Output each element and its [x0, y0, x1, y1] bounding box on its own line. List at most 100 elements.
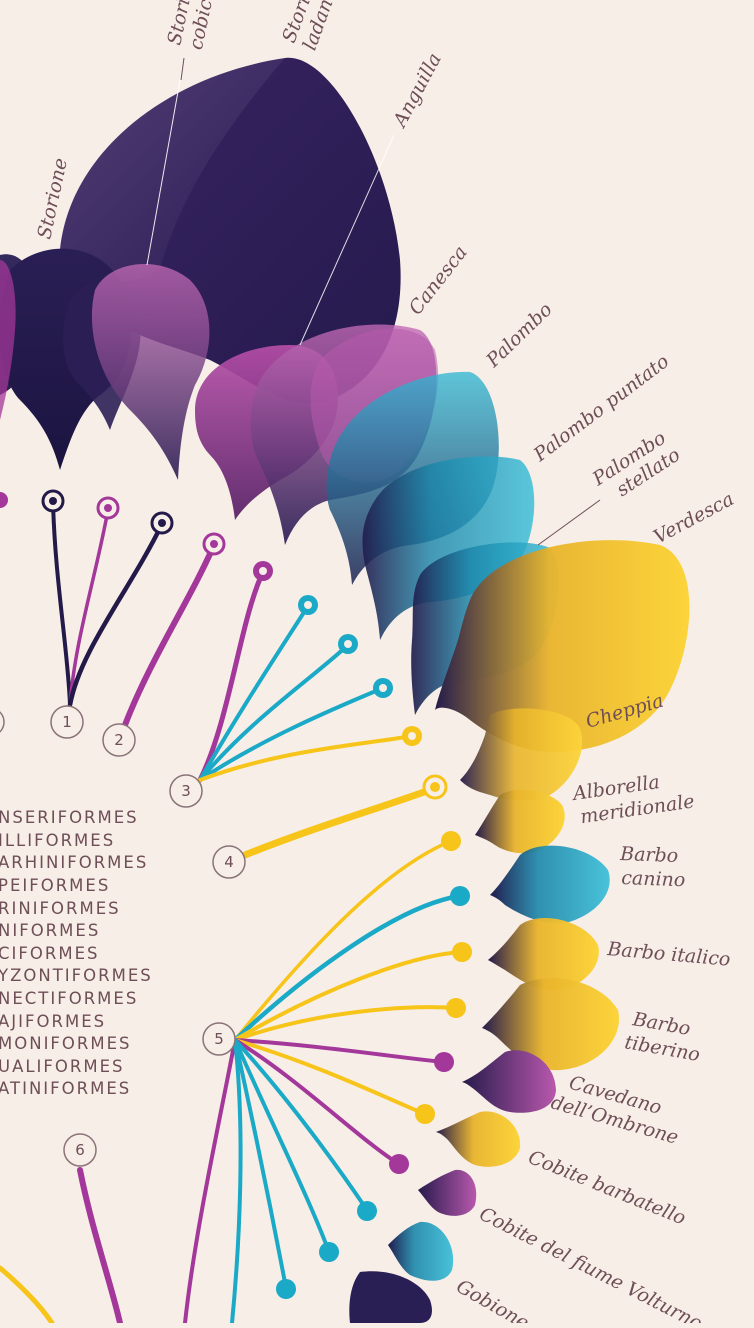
leader-anguilla [299, 134, 395, 346]
stem [233, 1038, 427, 1116]
order-label: ILLIFORMES [0, 831, 115, 850]
petal-bottom [349, 1271, 432, 1323]
label-storione-cobice: Storione cobice [163, 0, 224, 52]
node-dot [452, 942, 472, 962]
leader-storione-cobice [146, 57, 185, 266]
leader-storione-cobice-top [180, 57, 185, 81]
petal-sheen [60, 58, 285, 284]
stem [233, 1005, 458, 1042]
node-ring [298, 595, 318, 615]
node-dot [276, 1279, 296, 1299]
petal-group [0, 57, 690, 1323]
svg-text:6: 6 [75, 1141, 85, 1159]
group-numbers: 1 2 3 4 5 6 [50, 705, 246, 1167]
node-ring [373, 678, 393, 698]
stem [77, 1167, 123, 1326]
petal-verdesca [435, 540, 690, 753]
order-labels: NSERIFORMES ILLIFORMES ARHINIFORMES PEIF… [0, 808, 153, 1098]
leader-lines [146, 57, 601, 546]
node-ring [41, 489, 65, 513]
node-ring [338, 634, 358, 654]
order-label: YZONTIFORMES [0, 966, 153, 985]
stem [233, 1038, 331, 1254]
label-verdesca: Verdesca [650, 488, 738, 548]
petal-storione-cobice [91, 263, 210, 480]
stem [241, 784, 439, 859]
stem [198, 686, 385, 782]
petal-barbo-canino [490, 845, 610, 924]
node-ring [253, 561, 273, 581]
group-number-3: 3 [169, 774, 203, 808]
petal-alborella [475, 789, 565, 854]
petal-gobione [388, 1221, 454, 1281]
stem [68, 508, 110, 707]
petal-barbo-tiberino [482, 978, 620, 1071]
node-ring [422, 774, 448, 800]
stem [122, 542, 217, 728]
stem [197, 569, 266, 783]
petal-cavedano [462, 1050, 556, 1113]
order-label: NECTIFORMES [0, 989, 138, 1008]
stem [198, 734, 414, 782]
label-gobione: Gobione [453, 1275, 533, 1323]
node-dot [357, 1201, 377, 1221]
label-anguilla: Anguilla [388, 49, 446, 132]
partial-number-circle [0, 711, 5, 733]
node-ring [0, 492, 8, 508]
petal-cobite-volturno [418, 1169, 477, 1216]
stem [67, 521, 165, 708]
stem [233, 839, 453, 1042]
stem [0, 1265, 55, 1326]
order-label: ATINIFORMES [0, 1079, 131, 1098]
stem [51, 500, 72, 707]
svg-text:5: 5 [214, 1030, 224, 1048]
label-alborella-meridionale: Alborella meridionale [570, 767, 696, 829]
group-number-4: 4 [212, 845, 246, 879]
order-label: MONIFORMES [0, 1034, 132, 1053]
node-ring [96, 496, 120, 520]
petal-cheppia [460, 708, 583, 801]
node-dot [389, 1154, 409, 1174]
svg-text:1: 1 [62, 713, 72, 731]
node-dot [415, 1104, 435, 1124]
order-label: NIFORMES [0, 921, 100, 940]
order-label: RINIFORMES [0, 899, 121, 918]
order-label: CIFORMES [0, 944, 99, 963]
label-cobite-barbatello: Cobite barbatello [525, 1146, 689, 1229]
petal-palombo-puntato [362, 456, 535, 640]
node-dot [319, 1242, 339, 1262]
node-ring [202, 532, 226, 556]
stems [0, 500, 464, 1326]
stem [198, 604, 310, 782]
label-palombo: Palombo [481, 299, 556, 373]
node-ring [402, 726, 422, 746]
stem [230, 1038, 243, 1325]
node-dot [434, 1052, 454, 1072]
label-barbo-canino: Barbo canino [618, 843, 687, 891]
stem [233, 1038, 446, 1064]
order-label: UALIFORMES [0, 1057, 125, 1076]
label-storione-ladano: Storione ladano [278, 0, 350, 53]
order-label: PEIFORMES [0, 876, 110, 895]
order-label: ARHINIFORMES [0, 853, 148, 872]
group-number-2: 2 [102, 723, 136, 757]
label-barbo-italico: Barbo italico [606, 938, 732, 971]
nodes [0, 489, 472, 1299]
order-label: NSERIFORMES [0, 808, 139, 827]
leader-palombo-stellato [537, 499, 601, 546]
group-number-6: 6 [63, 1133, 97, 1167]
order-label: AJIFORMES [0, 1012, 106, 1031]
node-dot [441, 831, 461, 851]
svg-text:4: 4 [224, 853, 234, 871]
petal-cobite-barbatello [436, 1111, 521, 1167]
group-number-1: 1 [50, 705, 84, 739]
label-cavedano-ombrone: Cavedano dell’Ombrone [548, 1068, 687, 1148]
stem [232, 893, 463, 1043]
label-canesca: Canesca [405, 242, 472, 319]
node-dot [446, 998, 466, 1018]
stem [233, 1038, 369, 1212]
node-dot [450, 886, 470, 906]
stem [198, 643, 350, 782]
